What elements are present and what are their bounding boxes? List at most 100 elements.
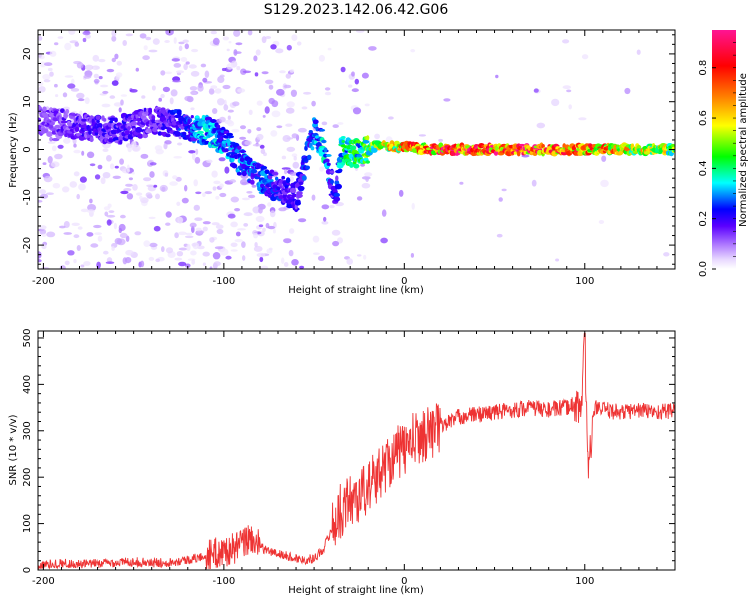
spectrogram-cell bbox=[325, 154, 332, 157]
spectrogram-cell bbox=[164, 111, 169, 117]
spectrogram-cell bbox=[297, 127, 307, 133]
y-tick-label: -10 bbox=[22, 189, 33, 205]
spectrogram-cell bbox=[82, 37, 87, 43]
spectrogram-cell bbox=[120, 190, 129, 195]
spectrogram-cell bbox=[139, 33, 147, 39]
spectrogram-cell bbox=[137, 133, 144, 139]
spectrogram-cell bbox=[173, 63, 182, 68]
spectrogram-cell bbox=[73, 259, 77, 264]
spectrogram-cell bbox=[52, 182, 61, 189]
spectrogram-cell bbox=[81, 150, 85, 156]
spectrogram-cell bbox=[340, 136, 346, 139]
spectrogram-cell bbox=[516, 151, 521, 157]
spectrogram-cell bbox=[536, 122, 546, 129]
spectrogram-cell bbox=[226, 48, 230, 52]
spectrogram-cell bbox=[318, 54, 325, 62]
spectrogram-cell bbox=[281, 167, 291, 170]
spectrogram-cell bbox=[132, 184, 138, 191]
spectrogram-cell bbox=[363, 254, 367, 260]
spectrogram-cell bbox=[71, 78, 75, 85]
spectrogram-cell bbox=[351, 71, 355, 77]
spectrogram-cell bbox=[259, 144, 265, 149]
spectrogram-cell bbox=[143, 177, 152, 182]
spectrogram-cell bbox=[212, 186, 217, 191]
spectrogram-cell bbox=[255, 49, 261, 56]
spectrogram-cell bbox=[187, 118, 191, 125]
spectrogram-cell bbox=[213, 180, 221, 185]
spectrogram-cell bbox=[125, 249, 134, 256]
spectrogram-cell bbox=[153, 225, 161, 232]
spectrogram-cell bbox=[71, 222, 80, 226]
spectrogram-cell bbox=[268, 97, 275, 105]
spectrogram-cell bbox=[289, 228, 295, 234]
colorbar-gradient bbox=[712, 30, 736, 269]
snr-background bbox=[38, 331, 675, 570]
spectrogram-cell bbox=[38, 259, 42, 263]
spectrogram-cell bbox=[523, 150, 527, 155]
spectrogram-cell bbox=[600, 179, 609, 188]
spectrogram-cell bbox=[84, 64, 94, 71]
spectrogram-cell bbox=[149, 242, 158, 248]
spectrogram-cell bbox=[170, 89, 178, 97]
spectrogram-cell bbox=[223, 148, 229, 153]
spectrogram-cell bbox=[301, 175, 307, 181]
spectrogram-cell bbox=[180, 57, 188, 62]
spectrogram-cell bbox=[205, 129, 209, 133]
spectrogram-cell bbox=[151, 85, 156, 91]
spectrogram-cell bbox=[131, 144, 141, 152]
spectrogram-cell bbox=[50, 161, 60, 168]
spectrogram-cell bbox=[194, 217, 203, 221]
spectrogram-cell bbox=[330, 179, 334, 184]
spectrogram-cell bbox=[236, 66, 241, 71]
spectrogram-cell bbox=[663, 150, 667, 154]
spectrogram-cell bbox=[104, 211, 109, 217]
spectrogram-cell bbox=[111, 246, 115, 251]
spectrogram-cell bbox=[266, 178, 274, 183]
spectrogram-cell bbox=[260, 265, 269, 269]
spectrogram-cell bbox=[212, 108, 218, 114]
spectrogram-cell bbox=[231, 163, 238, 169]
spectrogram-cell bbox=[644, 150, 650, 155]
spectrogram-cell bbox=[360, 163, 365, 167]
spectrogram-cell bbox=[114, 237, 123, 245]
spectrogram-cell bbox=[46, 192, 54, 195]
spectrogram-cell bbox=[258, 224, 264, 227]
spectrogram-cell bbox=[169, 181, 178, 186]
spectrogram-cell bbox=[178, 118, 184, 122]
spectrogram-cell bbox=[253, 232, 259, 239]
spectrogram-cell bbox=[255, 215, 265, 223]
spectrogram-cell bbox=[215, 127, 222, 131]
spectrogram-cell bbox=[314, 140, 318, 145]
spectrogram-cell bbox=[93, 224, 102, 229]
spectrogram-cell bbox=[46, 132, 53, 137]
spectrogram-cell bbox=[241, 241, 246, 249]
spectrogram-cell bbox=[312, 235, 320, 243]
spectrogram-cell bbox=[85, 34, 91, 39]
spectrogram-cell bbox=[122, 257, 128, 265]
spectrogram-cell bbox=[97, 164, 103, 170]
spectrogram-cell bbox=[160, 93, 165, 99]
spectrogram-cell bbox=[160, 70, 166, 76]
spectrogram-cell bbox=[111, 80, 119, 86]
snr-panel: -200 -100 0 100 0 100 200 300 400 500 Height of … bbox=[8, 328, 676, 596]
spectrogram-x-ticks: -200 -100 0 100 bbox=[32, 30, 676, 287]
spectrogram-cell bbox=[165, 211, 172, 218]
spectrogram-cell bbox=[234, 51, 242, 54]
spectrogram-cell bbox=[216, 228, 224, 235]
spectrogram-cell bbox=[239, 150, 247, 153]
spectrogram-cell bbox=[228, 41, 232, 44]
colorbar-label: Normalized spectral amplitude bbox=[738, 73, 749, 227]
snr-series-line bbox=[38, 332, 675, 570]
spectrogram-cell bbox=[39, 189, 47, 195]
spectrogram-cell bbox=[119, 158, 124, 165]
spectrogram-cell bbox=[231, 128, 240, 133]
spectrogram-cell bbox=[214, 88, 222, 94]
spectrogram-cell bbox=[52, 137, 60, 142]
spectrogram-cell bbox=[291, 133, 298, 139]
spectrogram-cell bbox=[209, 237, 215, 243]
spectrogram-cell bbox=[51, 145, 57, 152]
spectrogram-cell bbox=[562, 85, 571, 90]
spectrogram-cell bbox=[364, 103, 370, 107]
spectrogram-cell bbox=[260, 165, 268, 170]
